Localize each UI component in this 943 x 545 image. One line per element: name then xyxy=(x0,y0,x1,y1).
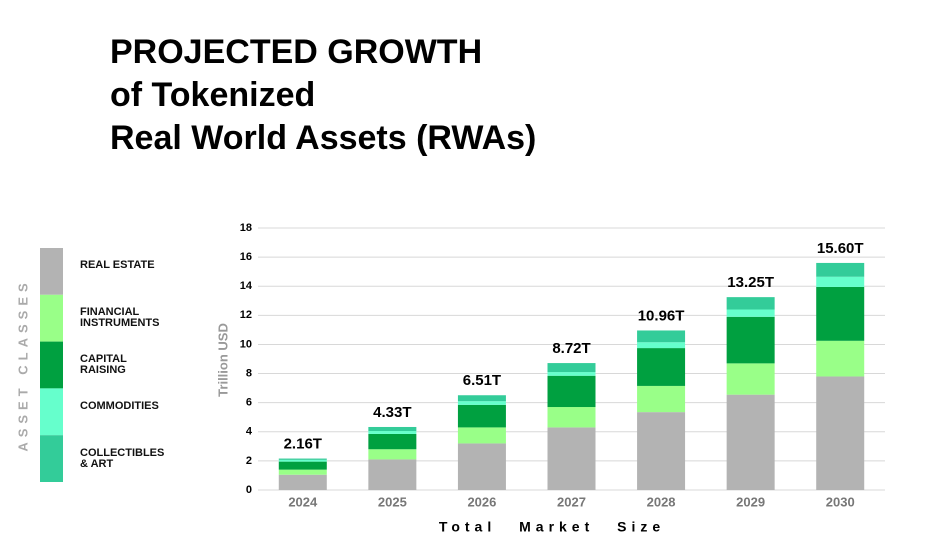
bar-segment xyxy=(457,395,506,402)
bar-segment xyxy=(278,474,327,490)
y-tick-label: 4 xyxy=(246,426,253,438)
bar-segment xyxy=(637,342,686,349)
x-tick-label: 2027 xyxy=(557,494,586,509)
bar-segment xyxy=(547,407,596,428)
total-label: 6.51T xyxy=(463,372,501,389)
bar-segment xyxy=(637,330,686,343)
y-tick-label: 0 xyxy=(246,484,252,496)
legend-swatch xyxy=(40,435,63,482)
total-label: 4.33T xyxy=(373,404,411,421)
x-tick-label: 2030 xyxy=(826,494,855,509)
title-line: PROJECTED GROWTH xyxy=(110,33,482,71)
x-tick-label: 2026 xyxy=(467,494,496,509)
legend-swatch xyxy=(40,388,63,436)
bar-segment xyxy=(637,412,686,490)
bar-segment xyxy=(368,449,417,460)
total-label: 8.72T xyxy=(552,340,590,357)
legend-label: COLLECTIBLES & ART xyxy=(80,446,165,470)
bar-segment xyxy=(726,394,775,490)
bar-segment xyxy=(816,286,865,341)
legend-swatch xyxy=(40,341,63,389)
total-label: 10.96T xyxy=(638,307,685,324)
bar-segment xyxy=(368,433,417,450)
bar-segment xyxy=(278,458,327,460)
bar-segment xyxy=(278,461,327,470)
legend-title: ASSET CLASSES xyxy=(15,278,30,451)
bar-segment xyxy=(816,262,865,277)
x-tick-label: 2025 xyxy=(378,494,407,509)
x-axis-label: Total Market Size xyxy=(439,519,665,535)
bar-segment xyxy=(457,427,506,444)
title-line: Real World Assets (RWAs) xyxy=(110,119,536,157)
y-tick-label: 10 xyxy=(240,338,252,350)
total-label: 15.60T xyxy=(817,240,864,257)
title-line: of Tokenized xyxy=(110,76,315,114)
legend-label: COMMODITIES xyxy=(80,399,159,412)
bar-segment xyxy=(368,431,417,434)
x-tick-label: 2024 xyxy=(288,494,318,509)
y-tick-label: 2 xyxy=(246,455,252,467)
bar-segment xyxy=(726,363,775,395)
bar-segment xyxy=(368,459,417,490)
y-tick-label: 12 xyxy=(240,309,252,321)
bar-segment xyxy=(637,348,686,386)
legend-swatch xyxy=(40,294,63,342)
bar-segment xyxy=(816,340,865,377)
bar-segment xyxy=(547,375,596,408)
bar-segment xyxy=(278,469,327,475)
total-label: 2.16T xyxy=(284,436,322,453)
bar-segment xyxy=(726,309,775,317)
bar-segment xyxy=(457,404,506,428)
bar-segment xyxy=(816,376,865,490)
bar-segment xyxy=(726,316,775,364)
bar-segment xyxy=(368,426,417,432)
x-tick-label: 2029 xyxy=(736,494,765,509)
bar-segment xyxy=(547,427,596,490)
y-axis-label: Trillion USD xyxy=(215,323,230,397)
legend-swatch xyxy=(40,248,63,295)
bar-segment xyxy=(547,363,596,373)
legend-label: FINANCIAL INSTRUMENTS xyxy=(80,306,160,330)
legend-label: REAL ESTATE xyxy=(80,259,155,272)
total-label: 13.25T xyxy=(727,274,774,291)
bar-segment xyxy=(816,276,865,287)
y-tick-label: 18 xyxy=(240,222,252,234)
bar-segment xyxy=(637,385,686,413)
y-tick-label: 14 xyxy=(240,280,253,292)
bar-segment xyxy=(457,443,506,490)
bar-segment xyxy=(547,372,596,376)
legend-label: CAPITAL RAISING xyxy=(80,353,127,376)
x-tick-label: 2028 xyxy=(647,494,676,509)
bar-segment xyxy=(726,297,775,310)
y-tick-label: 6 xyxy=(246,397,252,409)
bar-segment xyxy=(278,459,327,462)
bar-segment xyxy=(457,401,506,405)
y-tick-label: 16 xyxy=(240,251,252,263)
y-tick-label: 8 xyxy=(246,367,252,379)
